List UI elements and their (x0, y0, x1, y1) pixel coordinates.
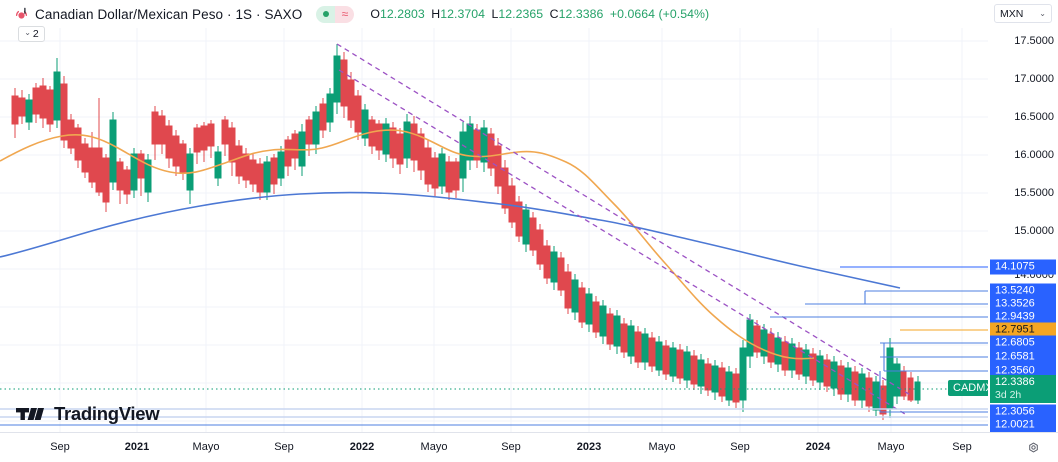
symbol-title[interactable]: Canadian Dollar/Mexican Peso · 1S · SAXO (35, 6, 303, 22)
chart-header: Canadian Dollar/Mexican Peso · 1S · SAXO… (0, 0, 1058, 28)
high-label: H (431, 7, 441, 21)
time-tick: Sep (50, 441, 70, 453)
price-level-badge[interactable]: 12.6805 (990, 335, 1056, 351)
time-tick: Mayo (648, 441, 676, 453)
time-tick: Mayo (192, 441, 220, 453)
price-level-badge[interactable]: 14.1075 (990, 259, 1056, 275)
ma-blue-line (0, 191, 901, 289)
price-tick: 15.0000 (1014, 225, 1054, 237)
price-level-badge[interactable]: 13.3526 (990, 296, 1056, 312)
time-tick: 2022 (349, 441, 375, 453)
price-level-badge[interactable]: 12.7951 (990, 322, 1056, 338)
trendline-upper (336, 43, 913, 397)
dot-icon[interactable] (316, 5, 336, 23)
low-label: L (491, 7, 499, 21)
close-value: 12.3386 (558, 7, 604, 21)
current-price-value: 12.3386 (995, 376, 1035, 388)
currency-selector[interactable]: MXN ⌄ (994, 4, 1052, 23)
chart-type-toggle[interactable]: ≈ (316, 5, 355, 23)
price-level-badge[interactable]: 13.5240 (990, 283, 1056, 299)
currency-label: MXN (1000, 7, 1024, 20)
price-level-badge[interactable]: 12.3560 (990, 363, 1056, 379)
price-level-badge[interactable]: 12.0021 (990, 417, 1056, 433)
price-tick: 16.5000 (1014, 111, 1054, 123)
trendline-lower (338, 69, 906, 415)
open-value: 12.2803 (380, 7, 425, 21)
time-tick: Mayo (877, 441, 905, 453)
time-tick: Sep (274, 441, 294, 453)
countdown-timer: 3d 2h (995, 389, 1022, 401)
time-tick: Mayo (420, 441, 448, 453)
price-tick: 17.0000 (1014, 73, 1054, 85)
time-tick: Sep (952, 441, 972, 453)
current-price-badge[interactable]: 12.3386 3d 2h (990, 375, 1056, 403)
time-tick: Sep (730, 441, 750, 453)
trendline-group (336, 43, 913, 415)
time-tick: 2023 (576, 441, 602, 453)
high-value: 12.3704 (440, 7, 486, 21)
cadmxn-symbol-icon (13, 6, 30, 23)
grid-lines (0, 28, 988, 432)
time-tick: 2021 (124, 441, 150, 453)
low-value: 12.2365 (498, 7, 544, 21)
price-level-badge[interactable]: 12.9439 (990, 309, 1056, 325)
chevron-down-icon: ⌄ (24, 28, 31, 37)
ohlc-readout: O12.2803 H12.3704 L12.2365 C12.3386 +0.0… (370, 7, 709, 21)
price-axis[interactable]: MXN ⌄ 17.5000 17.0000 16.5000 16.0000 15… (988, 0, 1058, 433)
price-level-badge[interactable]: 12.6581 (990, 349, 1056, 365)
change-percent: (+0.54%) (658, 7, 710, 21)
interval-badge[interactable]: ⌄ 2 (18, 26, 45, 42)
horizontal-level-lines (0, 266, 988, 426)
time-tick: 2024 (805, 441, 831, 453)
close-label: C (549, 7, 559, 21)
candlestick-series (11, 44, 921, 420)
price-tick: 16.0000 (1014, 149, 1054, 161)
gear-icon[interactable] (1026, 440, 1041, 455)
chart-plot-area[interactable]: TradingView (0, 28, 988, 432)
time-axis[interactable]: Sep 2021 Mayo Sep 2022 Mayo Sep 2023 May… (0, 432, 1058, 462)
approx-icon[interactable]: ≈ (335, 5, 355, 23)
open-label: O (370, 7, 380, 21)
chevron-down-icon: ⌄ (1039, 9, 1046, 18)
chart-canvas (0, 28, 988, 432)
price-tick: 15.5000 (1014, 187, 1054, 199)
interval-badge-label: 2 (32, 28, 39, 40)
time-tick: Sep (501, 441, 521, 453)
ma-orange-line (0, 129, 815, 360)
price-tick: 17.5000 (1014, 35, 1054, 47)
price-level-badge[interactable]: 12.3056 (990, 404, 1056, 420)
change-value: +0.0664 (609, 7, 656, 21)
